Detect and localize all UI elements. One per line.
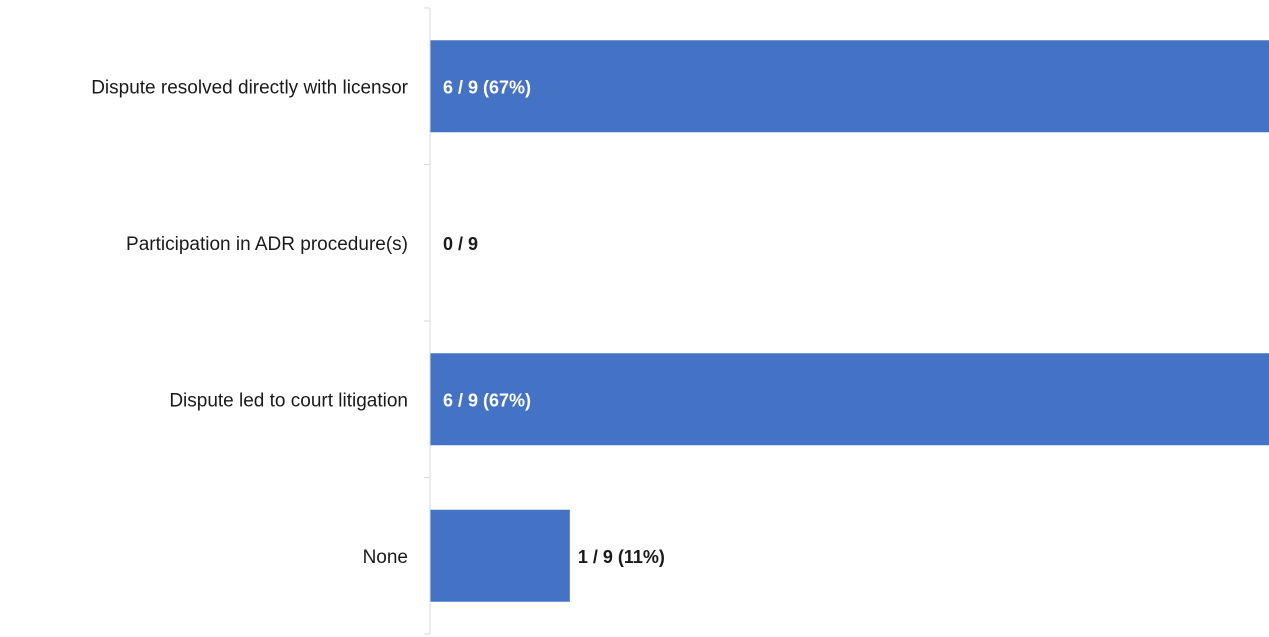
- data-label: 6 / 9 (67%): [443, 77, 531, 97]
- bar-3: [430, 509, 570, 602]
- label-layer: Dispute resolved directly with licensor 6…: [91, 77, 665, 568]
- axis-layer: [424, 7, 431, 635]
- category-label: Dispute led to court litigation: [169, 390, 408, 411]
- bars-layer: [430, 40, 1269, 602]
- bar-2: [430, 353, 1269, 446]
- data-label: 6 / 9 (67%): [443, 390, 531, 410]
- category-label: None: [363, 547, 408, 568]
- bar-0: [430, 40, 1269, 133]
- data-label: 1 / 9 (11%): [578, 547, 665, 567]
- category-label: Dispute resolved directly with licensor: [91, 77, 408, 98]
- data-label: 0 / 9: [443, 234, 478, 254]
- category-label: Participation in ADR procedure(s): [126, 234, 408, 255]
